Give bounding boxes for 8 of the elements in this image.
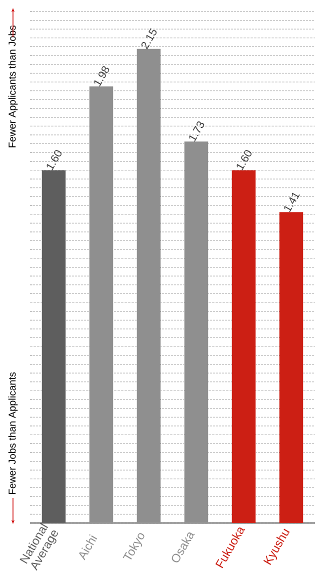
bar xyxy=(184,142,208,523)
bar xyxy=(279,212,304,523)
bar xyxy=(136,48,161,523)
text: Fewer Jobs than Applicants xyxy=(8,372,18,494)
text: Fewer Applicants than Jobs xyxy=(8,26,18,148)
bar xyxy=(42,170,66,523)
bar xyxy=(89,86,114,523)
bar xyxy=(232,170,256,523)
